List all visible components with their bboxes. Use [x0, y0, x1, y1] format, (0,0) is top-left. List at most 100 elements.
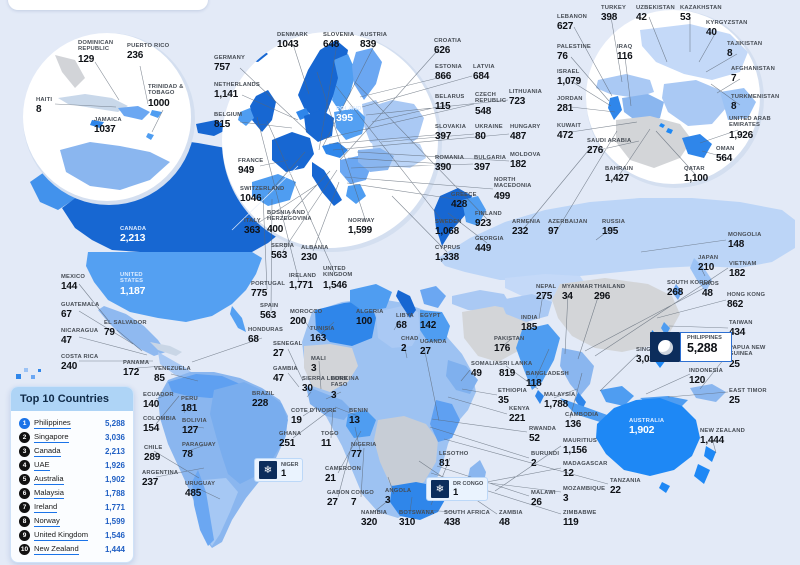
- map-label-hungary: HUNGARY 487: [510, 124, 541, 142]
- country-value: 487: [510, 131, 527, 143]
- country-value: 1,926: [729, 129, 754, 141]
- country-name: HONG KONG: [727, 292, 766, 298]
- country-value: 2: [531, 458, 537, 470]
- rank-badge: 9: [19, 529, 30, 541]
- map-label-angola: ANGOLA 3: [385, 488, 411, 506]
- country-name: UNITED ARAB EMIRATES: [729, 116, 771, 129]
- map-label-ghana: GHANA 251: [279, 431, 301, 449]
- country-value: 281: [557, 103, 574, 115]
- map-label-united-kingdom: UNITED KINGDOM 1,546: [323, 266, 369, 291]
- country-name: GERMANY: [214, 55, 246, 61]
- country-name: PALESTINE: [557, 44, 591, 50]
- country-value: 140: [143, 399, 160, 411]
- country-value: 395: [336, 112, 353, 125]
- top10-row-united-kingdom: 9 United Kingdom 1,546: [19, 528, 125, 542]
- map-label-switzerland: SWITZERLAND 1046: [240, 186, 284, 204]
- country-name: GUATEMALA: [61, 302, 100, 308]
- map-label-zimbabwe: ZIMBABWE 119: [563, 510, 596, 528]
- country-name: BENIN: [349, 408, 369, 414]
- country-name: MOLDOVA: [510, 152, 541, 158]
- confetti-pixel: [16, 374, 21, 379]
- map-label-afghanistan: AFGHANISTAN 7: [731, 66, 775, 84]
- map-label-kazakhstan: KAZAKHSTAN 53: [680, 5, 722, 23]
- country-name: SLOVENIA: [323, 32, 355, 38]
- confetti-pixel: [31, 375, 35, 379]
- map-label-oman: OMAN 564: [716, 146, 735, 164]
- map-label-algeria: ALGERIA 100: [356, 309, 384, 327]
- map-label-lithuania: LITHUANIA 723: [509, 89, 542, 107]
- country-name: IRELAND: [289, 273, 317, 279]
- country-value: 3: [563, 493, 569, 505]
- country-name: MEXICO: [61, 274, 86, 280]
- map-label-mongolia: MONGOLIA 148: [728, 232, 761, 250]
- map-label-ireland: IRELAND 1,771: [289, 273, 316, 291]
- map-label-panama: PANAMA 172: [123, 360, 149, 378]
- country-name: PORTUGAL: [251, 281, 286, 287]
- map-label-bosnia-and-herzegovina: BOSNIA AND HERZEGOVINA 400: [267, 210, 313, 235]
- country-name: NEPAL: [536, 284, 557, 290]
- country-value: 232: [512, 226, 529, 238]
- lowest-value-icon: ❄: [259, 461, 277, 479]
- top10-value: 1,444: [104, 544, 125, 554]
- country-name: UNITED STATES: [120, 272, 144, 285]
- map-label-rwanda: RWANDA 52: [529, 426, 556, 444]
- country-name: EL SALVADOR: [104, 320, 147, 326]
- map-label-austria: AUSTRIA 839: [360, 32, 387, 50]
- rank-badge: 2: [19, 431, 30, 443]
- map-label-portugal: PORTUGAL 775: [251, 281, 285, 299]
- country-value: 276: [587, 145, 604, 157]
- country-value: 2,213: [120, 232, 146, 245]
- country-value: 472: [557, 130, 574, 142]
- country-value: 97: [548, 226, 559, 238]
- map-label-uganda: UGANDA 27: [420, 339, 447, 357]
- country-value: 27: [273, 348, 284, 360]
- country-value: 81: [439, 458, 450, 470]
- country-value: 1,100: [684, 173, 709, 185]
- country-value: 210: [698, 262, 715, 274]
- map-label-peru: PERU 181: [181, 396, 198, 414]
- country-name: GABON: [327, 490, 350, 496]
- country-name: SPAIN: [260, 303, 279, 309]
- map-label-libya: LIBYA 68: [396, 313, 414, 331]
- country-name: IRAQ: [617, 44, 633, 50]
- map-label-belgium: BELGIUM 815: [214, 112, 242, 130]
- country-name: VIETNAM: [729, 261, 757, 267]
- country-value: 1046: [240, 193, 262, 205]
- country-name: BOLIVIA: [182, 418, 207, 424]
- country-value: 7: [731, 73, 737, 85]
- country-name: BAHRAIN: [605, 166, 634, 172]
- country-value: 320: [361, 517, 378, 529]
- map-label-nepal: NEPAL 275: [536, 284, 556, 302]
- country-value: 1,141: [214, 89, 239, 101]
- philippines-value-box: PHILIPPINES 5,288: [680, 332, 732, 362]
- country-name: NETHERLANDS: [214, 82, 260, 88]
- map-label-denmark: DENMARK 1043: [277, 32, 308, 50]
- country-name: TRINIDAD & TOBAGO: [148, 84, 184, 97]
- map-label-lesotho: LESOTHO 81: [439, 451, 468, 469]
- top10-row-uae: 4 UAE 1,926: [19, 458, 125, 472]
- country-name: DOMINICAN REPUBLIC: [78, 40, 114, 53]
- country-value: 1,156: [563, 445, 588, 457]
- map-label-romania: ROMANIA 390: [435, 155, 464, 173]
- country-value: 27: [327, 497, 338, 509]
- country-name: ETHIOPIA: [498, 388, 527, 394]
- country-value: 819: [499, 368, 516, 380]
- country-value: 1037: [94, 124, 116, 136]
- country-name: COLOMBIA: [143, 416, 177, 422]
- country-value: 78: [182, 449, 193, 461]
- country-name: POLAND: [336, 106, 362, 112]
- map-label-zambia: ZAMBIA 48: [499, 510, 523, 528]
- country-value: 195: [602, 226, 619, 238]
- country-name: BOTSWANA: [399, 510, 435, 516]
- map-label-croatia: CROATIA 626: [434, 38, 461, 56]
- country-name: HUNGARY: [510, 124, 541, 130]
- country-value: 296: [594, 291, 611, 303]
- country-value: 67: [61, 309, 72, 321]
- top10-country: UAE: [34, 459, 50, 471]
- country-name: BULGARIA: [474, 155, 507, 161]
- map-label-togo: TOGO 11: [321, 431, 339, 449]
- country-value: 240: [61, 361, 78, 373]
- country-value: 684: [473, 71, 490, 83]
- country-value: 77: [351, 449, 362, 461]
- philippines-label: PHILIPPINES: [687, 335, 722, 341]
